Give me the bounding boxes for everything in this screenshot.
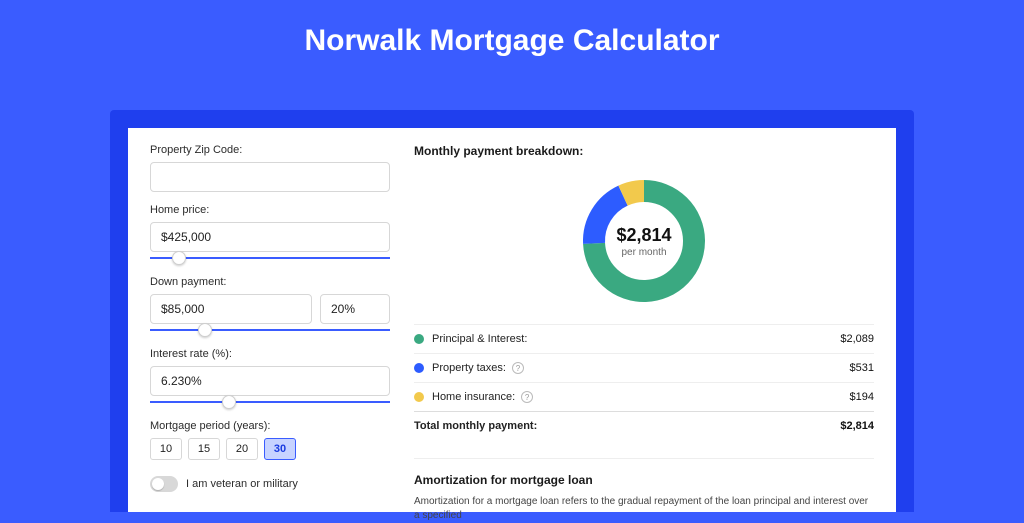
line-item-label: Principal & Interest:: [432, 333, 527, 345]
down-payment-slider[interactable]: [150, 326, 390, 336]
zip-input[interactable]: [150, 162, 390, 192]
veteran-toggle[interactable]: [150, 476, 178, 492]
interest-rate-slider[interactable]: [150, 398, 390, 408]
slider-track: [150, 257, 390, 259]
legend-dot: [414, 363, 424, 373]
line-item-label: Home insurance:: [432, 391, 515, 403]
home-price-input[interactable]: [150, 222, 390, 252]
total-label: Total monthly payment:: [414, 420, 537, 432]
legend-dot: [414, 392, 424, 402]
total-value: $2,814: [840, 420, 874, 432]
calculator-frame: Property Zip Code: Home price: Down paym…: [110, 110, 914, 512]
period-label: Mortgage period (years):: [150, 420, 390, 432]
veteran-label: I am veteran or military: [186, 478, 298, 490]
donut-chart: $2,814 per month: [579, 176, 709, 306]
amortization-title: Amortization for mortgage loan: [414, 473, 874, 487]
breakdown-title: Monthly payment breakdown:: [414, 144, 874, 158]
interest-rate-input[interactable]: [150, 366, 390, 396]
donut-sub: per month: [621, 247, 666, 258]
line-item: Principal & Interest: $2,089: [414, 324, 874, 353]
page-title: Norwalk Mortgage Calculator: [0, 0, 1024, 72]
home-price-label: Home price:: [150, 204, 390, 216]
slider-thumb[interactable]: [222, 395, 236, 409]
down-payment-label: Down payment:: [150, 276, 390, 288]
period-option-20[interactable]: 20: [226, 438, 258, 460]
period-options: 10 15 20 30: [150, 438, 390, 460]
period-option-10[interactable]: 10: [150, 438, 182, 460]
legend-dot: [414, 334, 424, 344]
form-column: Property Zip Code: Home price: Down paym…: [150, 144, 390, 512]
slider-track: [150, 329, 390, 331]
line-item-total: Total monthly payment: $2,814: [414, 411, 874, 440]
help-icon[interactable]: ?: [521, 391, 533, 403]
donut-center: $2,814 per month: [579, 176, 709, 306]
breakdown-column: Monthly payment breakdown: $2,814 per mo…: [414, 144, 874, 512]
amortization-text: Amortization for a mortgage loan refers …: [414, 495, 874, 523]
line-item: Property taxes:? $531: [414, 353, 874, 382]
line-item-value: $531: [850, 362, 874, 374]
home-price-slider[interactable]: [150, 254, 390, 264]
period-option-15[interactable]: 15: [188, 438, 220, 460]
calculator-panel: Property Zip Code: Home price: Down paym…: [128, 128, 896, 512]
interest-rate-label: Interest rate (%):: [150, 348, 390, 360]
down-payment-input[interactable]: [150, 294, 312, 324]
donut-chart-wrap: $2,814 per month: [414, 168, 874, 324]
period-option-30[interactable]: 30: [264, 438, 296, 460]
help-icon[interactable]: ?: [512, 362, 524, 374]
line-item-label: Property taxes:: [432, 362, 506, 374]
slider-track: [150, 401, 390, 403]
slider-thumb[interactable]: [172, 251, 186, 265]
line-item-value: $2,089: [840, 333, 874, 345]
amortization-section: Amortization for mortgage loan Amortizat…: [414, 458, 874, 523]
donut-value: $2,814: [616, 225, 671, 246]
down-payment-pct-input[interactable]: [320, 294, 390, 324]
slider-thumb[interactable]: [198, 323, 212, 337]
zip-label: Property Zip Code:: [150, 144, 390, 156]
line-item-value: $194: [850, 391, 874, 403]
line-item: Home insurance:? $194: [414, 382, 874, 411]
